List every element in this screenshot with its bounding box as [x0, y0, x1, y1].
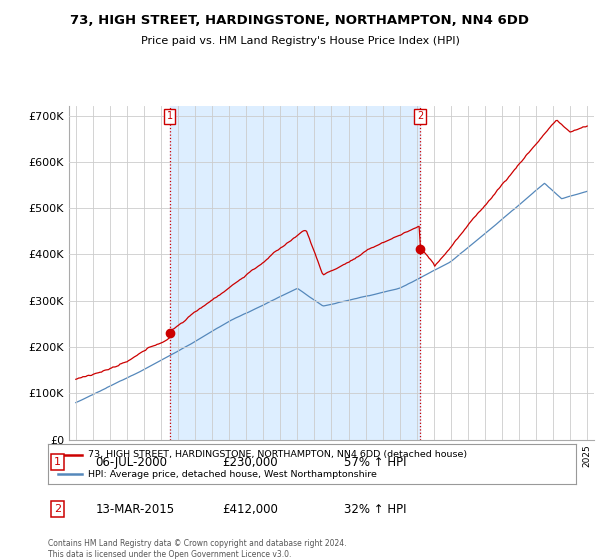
Text: 13-MAR-2015: 13-MAR-2015 — [95, 503, 175, 516]
Text: Contains HM Land Registry data © Crown copyright and database right 2024.
This d: Contains HM Land Registry data © Crown c… — [48, 539, 347, 559]
Text: £412,000: £412,000 — [222, 503, 278, 516]
Text: 06-JUL-2000: 06-JUL-2000 — [95, 456, 167, 469]
Text: 73, HIGH STREET, HARDINGSTONE, NORTHAMPTON, NN4 6DD: 73, HIGH STREET, HARDINGSTONE, NORTHAMPT… — [71, 14, 530, 27]
Text: 32% ↑ HPI: 32% ↑ HPI — [344, 503, 406, 516]
Text: £230,000: £230,000 — [222, 456, 278, 469]
Text: 2: 2 — [54, 505, 61, 514]
Text: Price paid vs. HM Land Registry's House Price Index (HPI): Price paid vs. HM Land Registry's House … — [140, 36, 460, 46]
Bar — [170, 106, 420, 440]
Text: 73, HIGH STREET, HARDINGSTONE, NORTHAMPTON, NN4 6DD (detached house): 73, HIGH STREET, HARDINGSTONE, NORTHAMPT… — [88, 450, 467, 459]
Text: HPI: Average price, detached house, West Northamptonshire: HPI: Average price, detached house, West… — [88, 470, 376, 479]
Text: 1: 1 — [54, 457, 61, 467]
Text: 2: 2 — [417, 111, 423, 122]
Text: 57% ↑ HPI: 57% ↑ HPI — [344, 456, 406, 469]
Text: 1: 1 — [167, 111, 173, 122]
